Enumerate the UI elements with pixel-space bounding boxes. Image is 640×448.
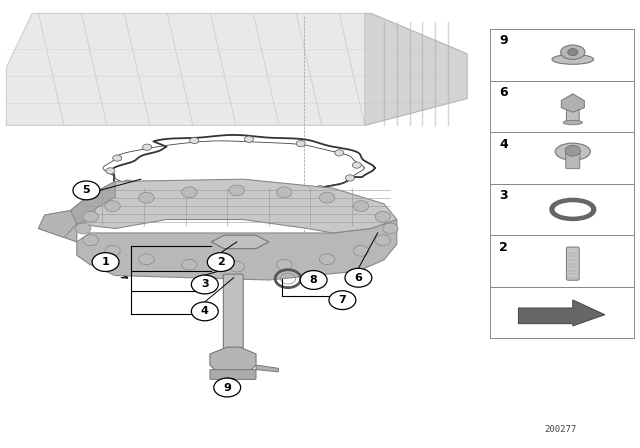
Text: 2: 2 <box>217 257 225 267</box>
FancyBboxPatch shape <box>490 132 634 184</box>
FancyBboxPatch shape <box>566 149 580 168</box>
Text: 9: 9 <box>223 383 231 392</box>
FancyBboxPatch shape <box>490 81 634 132</box>
Polygon shape <box>518 300 605 326</box>
Circle shape <box>124 180 132 186</box>
Circle shape <box>375 211 390 222</box>
Circle shape <box>353 162 362 168</box>
Circle shape <box>335 150 344 156</box>
Circle shape <box>214 194 223 200</box>
Text: 3: 3 <box>499 189 508 202</box>
Circle shape <box>76 223 91 234</box>
Circle shape <box>73 181 100 200</box>
Circle shape <box>214 378 241 397</box>
Polygon shape <box>70 181 115 224</box>
Polygon shape <box>210 347 256 374</box>
Circle shape <box>191 275 218 294</box>
FancyBboxPatch shape <box>210 370 256 379</box>
Ellipse shape <box>552 54 593 64</box>
Circle shape <box>139 254 154 265</box>
Text: 200277: 200277 <box>544 425 576 434</box>
Text: 6: 6 <box>355 273 362 283</box>
Text: 7: 7 <box>339 295 346 305</box>
Polygon shape <box>6 13 467 125</box>
Polygon shape <box>561 94 584 112</box>
Circle shape <box>353 201 369 211</box>
FancyBboxPatch shape <box>566 99 579 123</box>
Circle shape <box>383 223 398 234</box>
Ellipse shape <box>554 202 591 216</box>
Polygon shape <box>70 179 397 233</box>
FancyBboxPatch shape <box>490 235 634 287</box>
Text: 9: 9 <box>499 34 508 47</box>
Text: 6: 6 <box>499 86 508 99</box>
FancyBboxPatch shape <box>566 247 579 280</box>
Text: 1: 1 <box>102 257 109 267</box>
Polygon shape <box>38 211 77 237</box>
Circle shape <box>83 211 99 222</box>
Polygon shape <box>365 13 467 125</box>
Circle shape <box>345 268 372 287</box>
Text: 3: 3 <box>201 280 209 289</box>
Circle shape <box>143 144 152 151</box>
Circle shape <box>316 185 324 192</box>
Circle shape <box>319 254 335 265</box>
Circle shape <box>346 175 355 181</box>
Ellipse shape <box>555 143 590 160</box>
Circle shape <box>106 168 115 174</box>
Circle shape <box>269 192 278 198</box>
Circle shape <box>139 192 154 203</box>
Text: 8: 8 <box>310 275 317 285</box>
Circle shape <box>92 253 119 271</box>
Circle shape <box>189 138 198 144</box>
Text: 2: 2 <box>499 241 508 254</box>
Circle shape <box>276 259 292 270</box>
FancyBboxPatch shape <box>223 274 243 355</box>
Circle shape <box>83 235 99 246</box>
Circle shape <box>207 253 234 271</box>
Circle shape <box>162 189 171 195</box>
Circle shape <box>276 187 292 198</box>
Circle shape <box>353 246 369 256</box>
Text: 5: 5 <box>83 185 90 195</box>
Polygon shape <box>112 135 374 201</box>
Circle shape <box>191 302 218 321</box>
Text: 4: 4 <box>201 306 209 316</box>
Polygon shape <box>211 235 269 249</box>
Ellipse shape <box>561 45 585 59</box>
Circle shape <box>182 187 197 198</box>
Circle shape <box>300 271 327 289</box>
Ellipse shape <box>563 120 582 125</box>
Circle shape <box>229 261 244 272</box>
Polygon shape <box>256 365 278 372</box>
Circle shape <box>182 259 197 270</box>
Circle shape <box>375 235 390 246</box>
Circle shape <box>229 185 244 196</box>
Circle shape <box>568 48 578 56</box>
Circle shape <box>105 246 120 256</box>
Circle shape <box>113 155 122 161</box>
FancyBboxPatch shape <box>490 184 634 235</box>
Circle shape <box>105 201 120 211</box>
FancyBboxPatch shape <box>490 287 634 338</box>
FancyBboxPatch shape <box>490 29 634 81</box>
Polygon shape <box>38 211 397 280</box>
Text: 4: 4 <box>499 138 508 151</box>
Circle shape <box>244 136 253 142</box>
Circle shape <box>319 192 335 203</box>
Circle shape <box>296 141 305 147</box>
Circle shape <box>329 291 356 310</box>
Circle shape <box>565 145 580 156</box>
